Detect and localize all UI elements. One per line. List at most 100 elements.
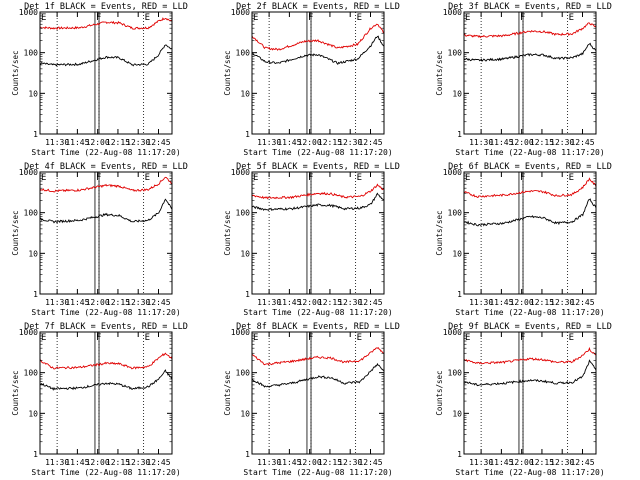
box-marker-label: F	[96, 13, 101, 23]
panel-title: Det 2f BLACK = Events, RED = LLD	[236, 2, 400, 12]
x-axis-label: Start Time (22-Aug-08 11:17:20)	[455, 468, 604, 477]
x-tick-label: 12:15	[318, 298, 342, 307]
x-tick-label: 12:00	[86, 138, 110, 147]
x-axis-label: Start Time (22-Aug-08 11:17:20)	[455, 148, 604, 157]
y-tick-label: 1	[33, 290, 38, 299]
box-marker-label: F	[520, 13, 525, 23]
x-tick-label: 12:45	[358, 298, 382, 307]
events-series-line	[39, 44, 173, 67]
event-marker-label: E	[465, 333, 470, 343]
box-marker	[306, 331, 312, 455]
panel-title: Det 1f BLACK = Events, RED = LLD	[24, 2, 188, 12]
y-tick-label: 10	[240, 249, 250, 258]
events-series-line	[463, 359, 597, 387]
x-tick-label: 11:30	[469, 138, 493, 147]
x-tick-label: 12:00	[510, 138, 534, 147]
event-marker-label: E	[465, 173, 470, 183]
x-axis-label: Start Time (22-Aug-08 11:17:20)	[31, 468, 180, 477]
y-tick-label: 1000	[231, 8, 250, 17]
plot-frame	[39, 11, 173, 135]
y-tick-label: 1	[33, 450, 38, 459]
x-tick-label: 11:45	[65, 298, 89, 307]
x-tick-label: 12:45	[570, 458, 594, 467]
y-axis-label: Counts/sec	[11, 50, 20, 95]
x-tick-label: 11:30	[45, 458, 69, 467]
y-axis-label: Counts/sec	[435, 210, 444, 255]
plot-frame	[251, 331, 385, 455]
event-marker-label: E	[357, 13, 362, 23]
x-tick-label: 11:30	[469, 298, 493, 307]
event-marker-label: E	[357, 173, 362, 183]
x-tick-label: 11:30	[257, 458, 281, 467]
box-marker	[518, 331, 524, 455]
events-series-line	[40, 198, 173, 224]
plot-frame	[39, 171, 173, 295]
x-tick-label: 11:45	[489, 138, 513, 147]
y-tick-label: 1	[245, 450, 250, 459]
lld-series-line	[39, 17, 173, 30]
panel-title: Det 6f BLACK = Events, RED = LLD	[448, 162, 612, 172]
y-tick-label: 1000	[443, 8, 462, 17]
event-marker-label: E	[41, 13, 46, 23]
event-marker-label: E	[145, 333, 150, 343]
y-tick-label: 100	[236, 369, 251, 378]
x-axis-label: Start Time (22-Aug-08 11:17:20)	[243, 148, 392, 157]
x-tick-label: 11:45	[65, 458, 89, 467]
events-series-line	[463, 198, 597, 227]
box-marker-label: F	[308, 13, 313, 23]
y-axis-label: Counts/sec	[223, 370, 232, 415]
y-tick-label: 1000	[19, 8, 38, 17]
y-tick-label: 10	[452, 89, 462, 98]
lld-series-line	[463, 177, 597, 199]
y-tick-label: 1000	[231, 168, 250, 177]
panel-title: Det 3f BLACK = Events, RED = LLD	[448, 2, 612, 12]
x-tick-label: 11:30	[45, 138, 69, 147]
x-tick-label: 12:45	[570, 298, 594, 307]
box-marker	[94, 11, 100, 135]
y-axis-label: Counts/sec	[11, 210, 20, 255]
box-marker-label: F	[96, 173, 101, 183]
x-tick-label: 12:15	[318, 138, 342, 147]
y-tick-label: 100	[24, 49, 39, 58]
events-series-line	[251, 362, 385, 388]
event-marker-label: E	[253, 13, 258, 23]
box-marker	[518, 11, 524, 135]
box-marker	[306, 171, 312, 295]
events-series-line	[39, 369, 173, 391]
plot-frame	[251, 11, 385, 135]
plot-frame	[39, 331, 173, 455]
y-tick-label: 1	[245, 130, 250, 139]
x-tick-label: 12:45	[146, 138, 170, 147]
events-series-line	[251, 35, 385, 65]
x-tick-label: 11:30	[45, 298, 69, 307]
box-marker-label: F	[520, 333, 525, 343]
plot-frame	[463, 11, 597, 135]
x-tick-label: 12:30	[126, 298, 150, 307]
event-marker-label: E	[41, 333, 46, 343]
box-marker	[306, 11, 312, 135]
x-tick-label: 12:00	[510, 458, 534, 467]
panel-title: Det 5f BLACK = Events, RED = LLD	[236, 162, 400, 172]
x-axis-label: Start Time (22-Aug-08 11:17:20)	[243, 468, 392, 477]
y-tick-label: 1000	[443, 168, 462, 177]
x-tick-label: 12:45	[146, 458, 170, 467]
panel-title: Det 8f BLACK = Events, RED = LLD	[236, 322, 400, 332]
x-tick-label: 12:30	[126, 458, 150, 467]
event-marker-label: E	[465, 13, 470, 23]
y-tick-label: 10	[28, 89, 38, 98]
y-tick-label: 10	[452, 409, 462, 418]
panel-title: Det 9f BLACK = Events, RED = LLD	[448, 322, 612, 332]
y-tick-label: 10	[28, 409, 38, 418]
plot-frame	[463, 331, 597, 455]
y-tick-label: 10	[452, 249, 462, 258]
lld-series-line	[39, 352, 173, 370]
y-tick-label: 100	[448, 369, 463, 378]
box-marker-label: F	[520, 173, 525, 183]
x-tick-label: 12:15	[530, 458, 554, 467]
x-tick-label: 12:15	[530, 138, 554, 147]
event-marker-label: E	[569, 13, 574, 23]
